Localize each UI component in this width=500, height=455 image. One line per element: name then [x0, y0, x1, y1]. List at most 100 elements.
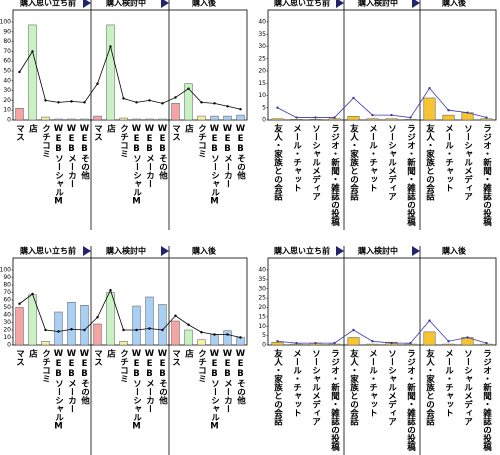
line-point — [187, 87, 190, 90]
x-tick-label: WEBその他 — [157, 349, 169, 405]
stage-arrow — [83, 246, 91, 256]
y-tick-label: 10 — [3, 334, 11, 341]
y-tick-label: 15 — [258, 313, 266, 320]
stage-arrow — [83, 0, 91, 8]
x-tick-label: 友人・家族との会話 — [273, 123, 284, 201]
x-tick-label: WEBメーカー — [222, 349, 233, 413]
line-point — [295, 341, 298, 345]
bar — [15, 107, 24, 121]
bar — [223, 115, 232, 121]
bar — [106, 292, 115, 346]
x-tick-label: WEBソーシャルM — [209, 124, 220, 207]
x-tick-label: ソーシャルメディア — [463, 349, 473, 426]
line-point — [352, 96, 355, 100]
x-tick-label: メール・チャット — [368, 349, 378, 417]
bar — [54, 311, 63, 346]
line-point — [57, 330, 60, 333]
y-tick-label: 25 — [258, 295, 266, 302]
x-tick-label: 店 — [184, 348, 195, 358]
x-tick-label: 友人・家族との会話 — [349, 348, 360, 426]
y-tick-label: 20 — [3, 327, 11, 334]
bar — [41, 341, 50, 346]
group-title: 購入後 — [191, 246, 217, 256]
bar — [158, 304, 167, 346]
bar — [132, 305, 141, 346]
bar — [119, 117, 128, 121]
line-point — [70, 100, 73, 103]
line-point — [390, 113, 393, 117]
line-point — [276, 106, 279, 109]
x-tick-label: クチコミ — [197, 348, 207, 383]
bar — [271, 341, 284, 346]
x-tick-label: WEBその他 — [79, 124, 91, 180]
x-tick-label: WEBメーカー — [144, 124, 155, 188]
line-point — [57, 101, 60, 104]
line-point — [200, 331, 203, 334]
x-tick-label: ソーシャルメディア — [311, 124, 321, 201]
line — [19, 45, 241, 110]
y-tick-label: 5 — [262, 104, 266, 111]
x-tick-label: WEBその他 — [157, 124, 169, 180]
bar — [197, 115, 206, 121]
stage-arrow — [161, 246, 169, 256]
bar — [328, 118, 341, 121]
line-point — [31, 292, 34, 296]
x-tick-label: ラジオ・新聞・雑誌の投稿 — [330, 124, 341, 227]
group-title: 購入検討中 — [357, 0, 398, 8]
x-tick-label: メール・チャット — [368, 124, 378, 192]
group-title: 購入後 — [191, 0, 217, 8]
line-point — [409, 341, 412, 345]
y-tick-label: 10 — [258, 323, 266, 330]
x-tick-label: ソーシャルメディア — [387, 349, 397, 426]
y-tick-label: 70 — [3, 289, 11, 296]
group-title: 購入検討中 — [105, 0, 146, 8]
y-tick-label: 70 — [3, 48, 11, 55]
line-point — [122, 97, 125, 100]
y-tick-label: 15 — [258, 80, 266, 87]
bar — [197, 339, 206, 346]
bar — [93, 115, 102, 121]
line-point — [96, 316, 99, 319]
y-tick-label: 40 — [258, 267, 266, 274]
y-tick-label: 20 — [258, 68, 266, 75]
x-tick-label: マス — [93, 124, 103, 141]
line-point — [18, 70, 21, 74]
bar — [366, 343, 379, 346]
x-tick-label: WEBソーシャルM — [131, 124, 142, 207]
y-tick-label: 10 — [258, 92, 266, 99]
bar — [423, 97, 436, 121]
line-point — [96, 82, 99, 85]
plot-area — [267, 257, 497, 346]
y-tick-label: 25 — [258, 55, 266, 62]
bar — [80, 118, 89, 121]
line-point — [18, 302, 21, 305]
line-point — [83, 328, 86, 332]
y-tick-label: 5 — [262, 332, 266, 339]
x-tick-label: マス — [93, 349, 103, 366]
line-point — [109, 45, 112, 48]
bar — [347, 337, 360, 346]
group-title: 購入思い立ち前 — [273, 246, 330, 256]
x-tick-label: クチコミ — [41, 348, 51, 383]
bar — [93, 323, 102, 346]
x-tick-label: クチコミ — [41, 123, 51, 158]
x-tick-label: ソーシャルメディア — [387, 124, 397, 201]
x-tick-label: WEBソーシャルM — [209, 349, 220, 432]
line-point — [239, 108, 242, 111]
stage-arrow — [412, 246, 420, 256]
x-tick-label: ラジオ・新聞・雑誌の投稿 — [482, 349, 493, 452]
bar — [80, 305, 89, 346]
bar — [184, 329, 193, 346]
line-point — [44, 99, 47, 102]
x-tick-label: 店 — [106, 123, 117, 133]
y-tick-label: 35 — [258, 31, 266, 38]
line-point — [409, 116, 412, 119]
line-point — [333, 341, 336, 345]
y-tick-label: 20 — [3, 97, 11, 104]
plot-area — [12, 257, 248, 346]
x-tick-label: マス — [171, 349, 181, 366]
line-point — [276, 340, 279, 343]
bar — [184, 83, 193, 121]
line-point — [485, 116, 488, 119]
stage-arrow — [336, 246, 344, 256]
